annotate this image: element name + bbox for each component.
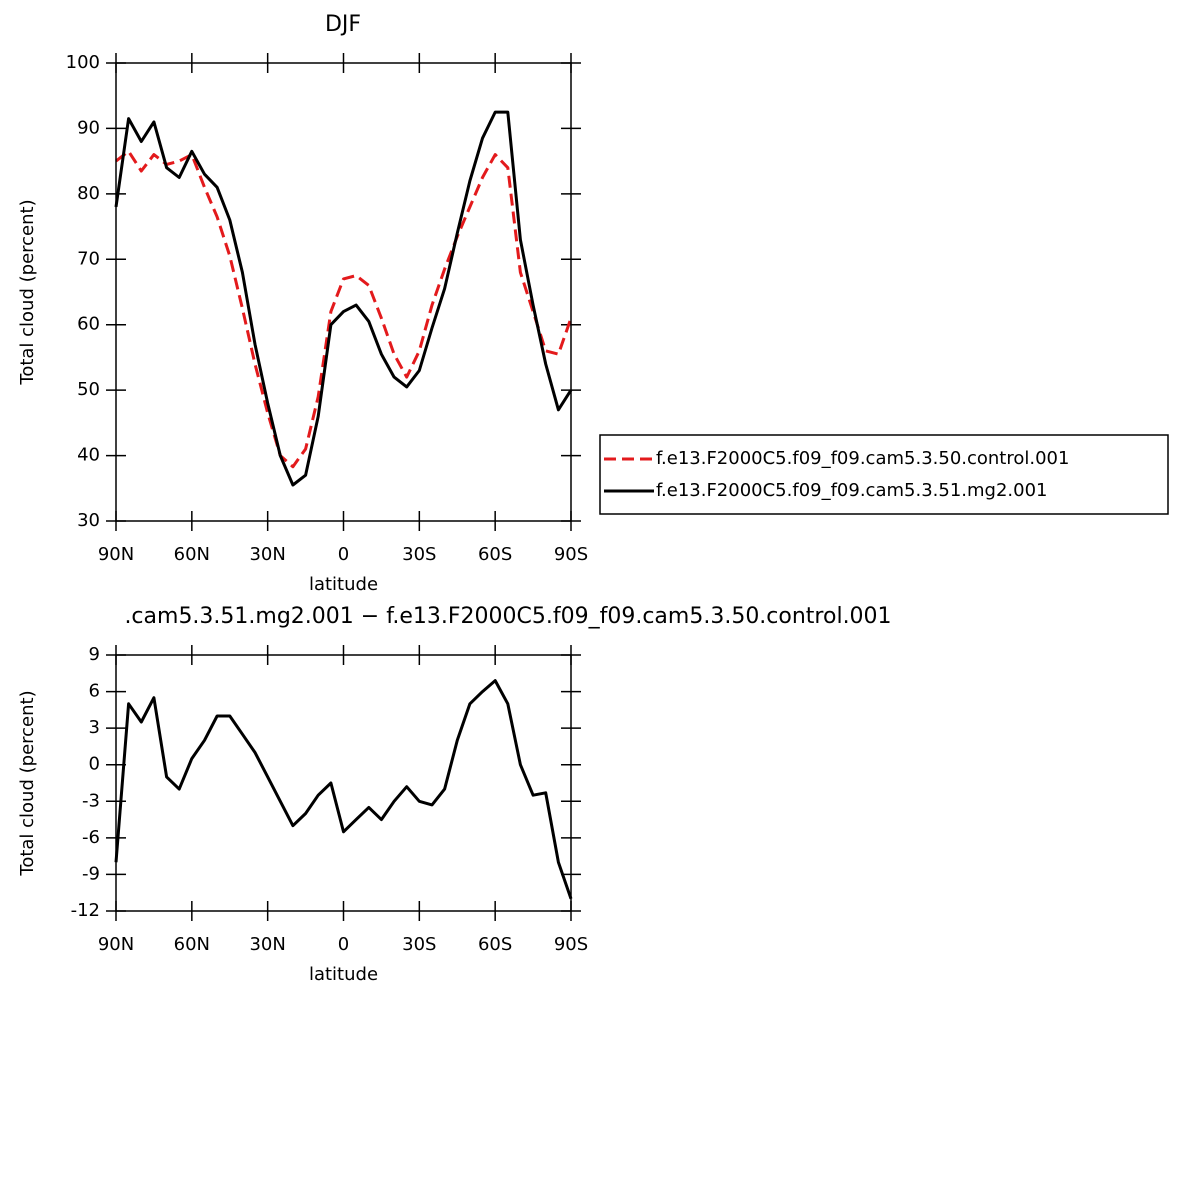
y-tick-label: 6 [89, 681, 100, 702]
y-tick-label: -6 [82, 827, 100, 848]
y-tick-label: 3 [89, 717, 100, 738]
x-tick-label: 60N [174, 934, 210, 955]
y-tick-label: -9 [82, 863, 100, 884]
y-tick-label: 0 [89, 754, 100, 775]
series-line [114, 679, 573, 900]
x-tick-label: 90N [98, 544, 134, 565]
y-axis-label: Total cloud (percent) [17, 690, 38, 876]
x-tick-label: 60S [478, 544, 512, 565]
x-tick-label: 30N [249, 544, 285, 565]
legend-label: f.e13.F2000C5.f09_f09.cam5.3.51.mg2.001 [656, 480, 1047, 501]
y-tick-label: 30 [77, 510, 100, 531]
y-tick-label: 80 [77, 183, 100, 204]
legend-box [599, 434, 1169, 515]
x-axis-label: latitude [309, 574, 378, 595]
x-tick-label: 0 [338, 934, 349, 955]
y-tick-label: 70 [77, 248, 100, 269]
legend-label: f.e13.F2000C5.f09_f09.cam5.3.50.control.… [656, 448, 1069, 469]
plot-frame [115, 62, 572, 522]
chart-title: DJF [325, 12, 361, 37]
chart-title: .cam5.3.51.mg2.001 − f.e13.F2000C5.f09_f… [124, 604, 891, 629]
y-tick-label: -3 [82, 790, 100, 811]
x-axis-label: latitude [309, 964, 378, 985]
y-tick-label: -12 [71, 900, 100, 921]
x-tick-label: 60S [478, 934, 512, 955]
y-tick-label: 90 [77, 117, 100, 138]
y-tick-label: 40 [77, 445, 100, 466]
y-tick-label: 60 [77, 314, 100, 335]
y-axis-label: Total cloud (percent) [17, 199, 38, 385]
y-tick-label: 9 [89, 644, 100, 665]
x-tick-label: 30S [402, 934, 436, 955]
y-tick-label: 100 [66, 52, 100, 73]
series-line [115, 149, 573, 469]
x-tick-label: 30S [402, 544, 436, 565]
plot-frame [115, 654, 572, 912]
x-tick-label: 90S [554, 934, 588, 955]
x-tick-label: 30N [249, 934, 285, 955]
x-tick-label: 60N [174, 544, 210, 565]
y-tick-label: 50 [77, 379, 100, 400]
series-line [114, 110, 573, 487]
x-tick-label: 0 [338, 544, 349, 565]
x-tick-label: 90S [554, 544, 588, 565]
x-tick-label: 90N [98, 934, 134, 955]
